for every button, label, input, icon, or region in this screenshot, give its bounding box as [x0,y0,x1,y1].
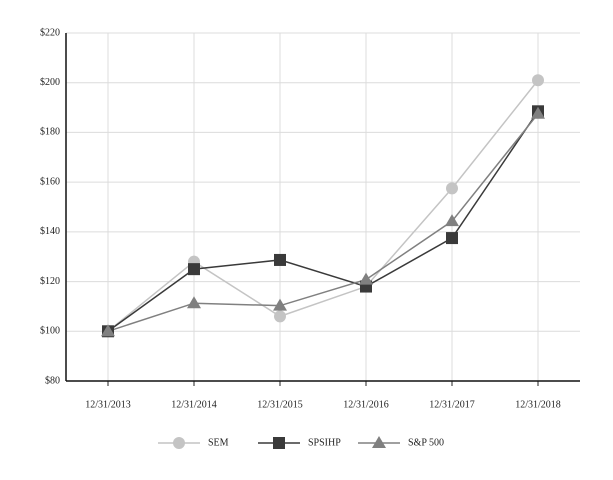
point [101,324,115,337]
point [274,310,286,323]
x-tick-label: 12/31/2016 [343,399,389,410]
point [446,232,458,245]
legend-marker [372,436,386,448]
point [445,214,459,227]
y-tick-label: $120 [40,276,60,287]
point [532,74,544,87]
x-tick-label: 12/31/2018 [515,399,561,410]
series-line [107,110,539,332]
point [274,253,286,266]
y-tick-label: $100 [40,326,60,337]
x-tick-label: 12/31/2014 [171,399,217,410]
point [273,298,287,311]
point [188,263,200,276]
legend-label: SPSIHP [308,437,341,448]
y-tick-label: $180 [40,127,60,138]
series-line [107,113,539,332]
legend-marker [273,437,285,449]
point [531,106,545,119]
y-tick-label: $220 [40,27,60,38]
series-line [107,79,539,332]
y-tick-label: $80 [45,375,60,386]
legend-marker [173,437,185,449]
point [187,296,201,309]
point [446,182,458,195]
x-tick-label: 12/31/2013 [85,399,131,410]
y-tick-label: $140 [40,226,60,237]
y-tick-label: $200 [40,77,60,88]
legend-label: SEM [208,437,229,448]
y-tick-label: $160 [40,176,60,187]
x-tick-label: 12/31/2017 [429,399,475,410]
x-tick-label: 12/31/2015 [257,399,303,410]
point [359,272,373,285]
legend-label: S&P 500 [408,437,444,448]
